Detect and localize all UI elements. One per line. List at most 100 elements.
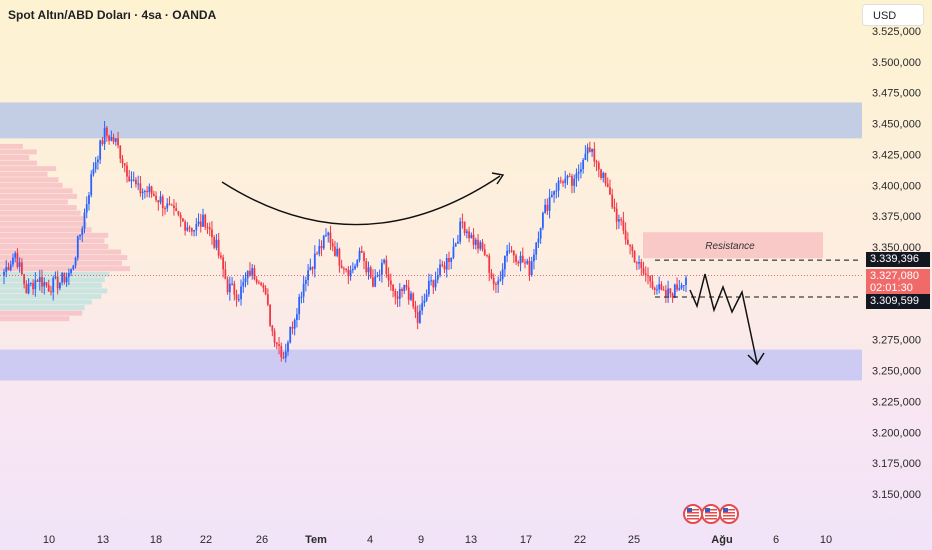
candle	[553, 190, 555, 203]
volume-profile-bar	[0, 255, 128, 261]
candle	[573, 174, 576, 193]
candle	[45, 282, 48, 288]
candle	[635, 261, 638, 271]
candle	[327, 231, 330, 243]
candle	[63, 272, 66, 285]
candle	[322, 234, 325, 251]
candle	[656, 284, 658, 295]
candle	[365, 257, 368, 276]
candle	[318, 239, 321, 257]
candle	[34, 272, 37, 297]
candle	[74, 256, 77, 269]
candle	[472, 228, 475, 250]
volume-profile-bar	[0, 282, 102, 288]
candle	[586, 143, 589, 162]
candle	[298, 293, 301, 320]
currency-selector[interactable]: USD	[862, 4, 924, 26]
x-tick-label: 17	[520, 534, 532, 546]
y-tick-label: 3.500,000	[872, 57, 921, 69]
candle	[490, 269, 493, 280]
candle	[436, 268, 439, 284]
volume-profile-bar	[0, 294, 102, 299]
candle	[682, 285, 685, 292]
resistance-zone[interactable]	[643, 232, 823, 259]
candle	[519, 251, 522, 272]
x-tick-label: Ağu	[711, 534, 732, 546]
candle	[501, 263, 504, 285]
candle	[79, 234, 81, 240]
candle	[143, 189, 146, 199]
candle	[425, 289, 428, 302]
candle	[199, 213, 202, 233]
candle	[548, 188, 551, 219]
candle	[407, 280, 410, 305]
candle	[112, 133, 115, 145]
candle	[618, 214, 620, 229]
candle	[508, 242, 511, 254]
candle	[483, 243, 486, 257]
candle	[448, 251, 450, 270]
candle	[622, 211, 625, 235]
candle	[351, 262, 354, 274]
candle	[649, 275, 652, 288]
candle	[105, 125, 108, 142]
candle	[311, 266, 314, 275]
candle	[325, 228, 327, 237]
rounded-curve-drawing[interactable]	[221, 175, 501, 226]
candle	[293, 318, 296, 336]
y-tick-label: 3.400,000	[872, 180, 921, 192]
candle	[76, 235, 79, 261]
candle	[23, 274, 26, 289]
us-flag-event-icon[interactable]	[683, 504, 703, 524]
candle	[588, 141, 591, 153]
candle	[555, 182, 558, 199]
candle	[405, 279, 408, 291]
candle	[597, 160, 600, 178]
projection-path[interactable]	[689, 273, 758, 364]
candle	[664, 285, 667, 304]
candle	[52, 275, 55, 301]
volume-profile-bar	[0, 160, 37, 166]
candle	[396, 290, 399, 308]
candle	[533, 249, 535, 270]
candle	[463, 221, 466, 236]
candle	[287, 340, 289, 356]
candle	[452, 238, 455, 260]
candle	[342, 266, 345, 275]
candle	[367, 261, 370, 280]
candle	[184, 219, 187, 236]
volume-profile-bar	[0, 205, 77, 210]
candle	[380, 259, 383, 283]
candle	[222, 254, 225, 278]
candle	[284, 343, 287, 363]
y-tick-label: 3.475,000	[872, 88, 921, 100]
y-tick-label: 3.200,000	[872, 427, 921, 439]
current-price-value: 3.327,080	[870, 270, 919, 283]
candle	[152, 190, 155, 197]
candle	[481, 239, 484, 252]
candle	[613, 198, 616, 212]
candle	[271, 324, 274, 337]
chart-title: Spot Altın/ABD Doları · 4sa · OANDA	[8, 8, 217, 22]
x-tick-label: 26	[256, 534, 268, 546]
candle	[571, 173, 573, 194]
candle	[468, 226, 471, 243]
candle	[70, 268, 72, 277]
candle	[9, 260, 12, 272]
candle	[387, 267, 390, 288]
candle	[562, 179, 564, 187]
candle	[108, 134, 110, 145]
candle	[215, 233, 218, 251]
y-tick-label: 3.350,000	[872, 242, 921, 254]
candle	[110, 130, 113, 142]
candle	[392, 283, 394, 298]
candle	[651, 274, 654, 290]
us-flag-event-icon[interactable]	[719, 504, 739, 524]
x-tick-label: 25	[628, 534, 640, 546]
us-flag-event-icon[interactable]	[701, 504, 721, 524]
x-tick-label: 22	[200, 534, 212, 546]
candle	[575, 168, 578, 187]
volume-profile-bar	[0, 210, 81, 216]
volume-profile-bar	[0, 310, 83, 316]
